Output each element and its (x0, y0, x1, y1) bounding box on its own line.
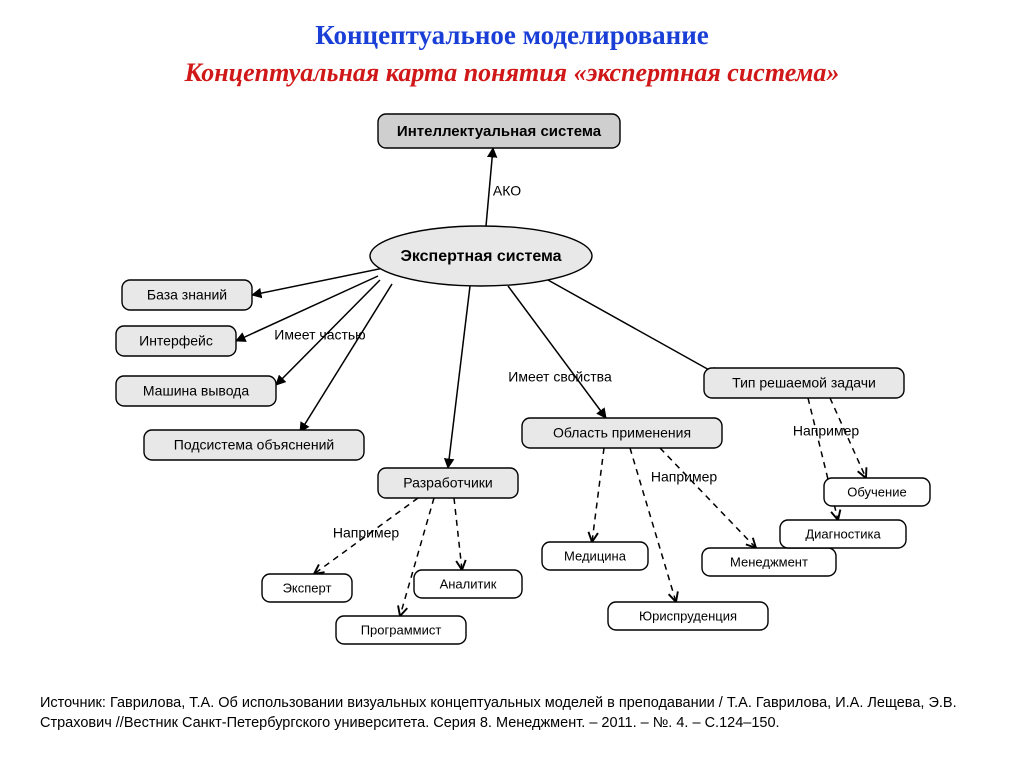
concept-map: Интеллектуальная система Экспертная систе… (0, 0, 1024, 767)
node-label-n_dev: Разработчики (403, 475, 492, 491)
node-label-n_po: Подсистема объяснений (174, 437, 334, 453)
edge (592, 448, 604, 542)
node-label-n_int: Интеллектуальная система (397, 123, 602, 140)
node-label-n_exp: Экспертная система (400, 248, 561, 265)
node-label-n_mgmt: Менеджмент (730, 554, 808, 569)
node-label-n_law: Юриспруденция (639, 608, 737, 623)
node-label-n_edu: Обучение (847, 484, 906, 499)
edge (454, 498, 462, 570)
edge-label: Имеет свойства (508, 369, 612, 385)
node-label-n_prog: Программист (361, 622, 442, 637)
node-label-n_anal: Аналитик (440, 576, 497, 591)
edge-label: Например (333, 525, 399, 541)
node-label-n_bz: База знаний (147, 287, 227, 303)
edge-label: АКО (493, 183, 521, 199)
edge-label: Например (651, 469, 717, 485)
node-label-n_area: Область применения (553, 425, 691, 441)
edge (508, 286, 606, 418)
node-label-n_task: Тип решаемой задачи (732, 375, 876, 391)
edge (548, 280, 720, 376)
source-citation: Источник: Гаврилова, Т.А. Об использован… (40, 694, 984, 733)
edge (448, 286, 470, 468)
node-label-n_if: Интерфейс (139, 333, 213, 349)
edge (660, 448, 756, 548)
edge-label: Имеет частью (274, 327, 365, 343)
edge-label: Например (793, 423, 859, 439)
node-label-n_mv: Машина вывода (143, 383, 249, 399)
node-label-n_expert: Эксперт (283, 580, 332, 595)
node-label-n_med: Медицина (564, 548, 627, 563)
node-label-n_diag: Диагностика (805, 526, 881, 541)
